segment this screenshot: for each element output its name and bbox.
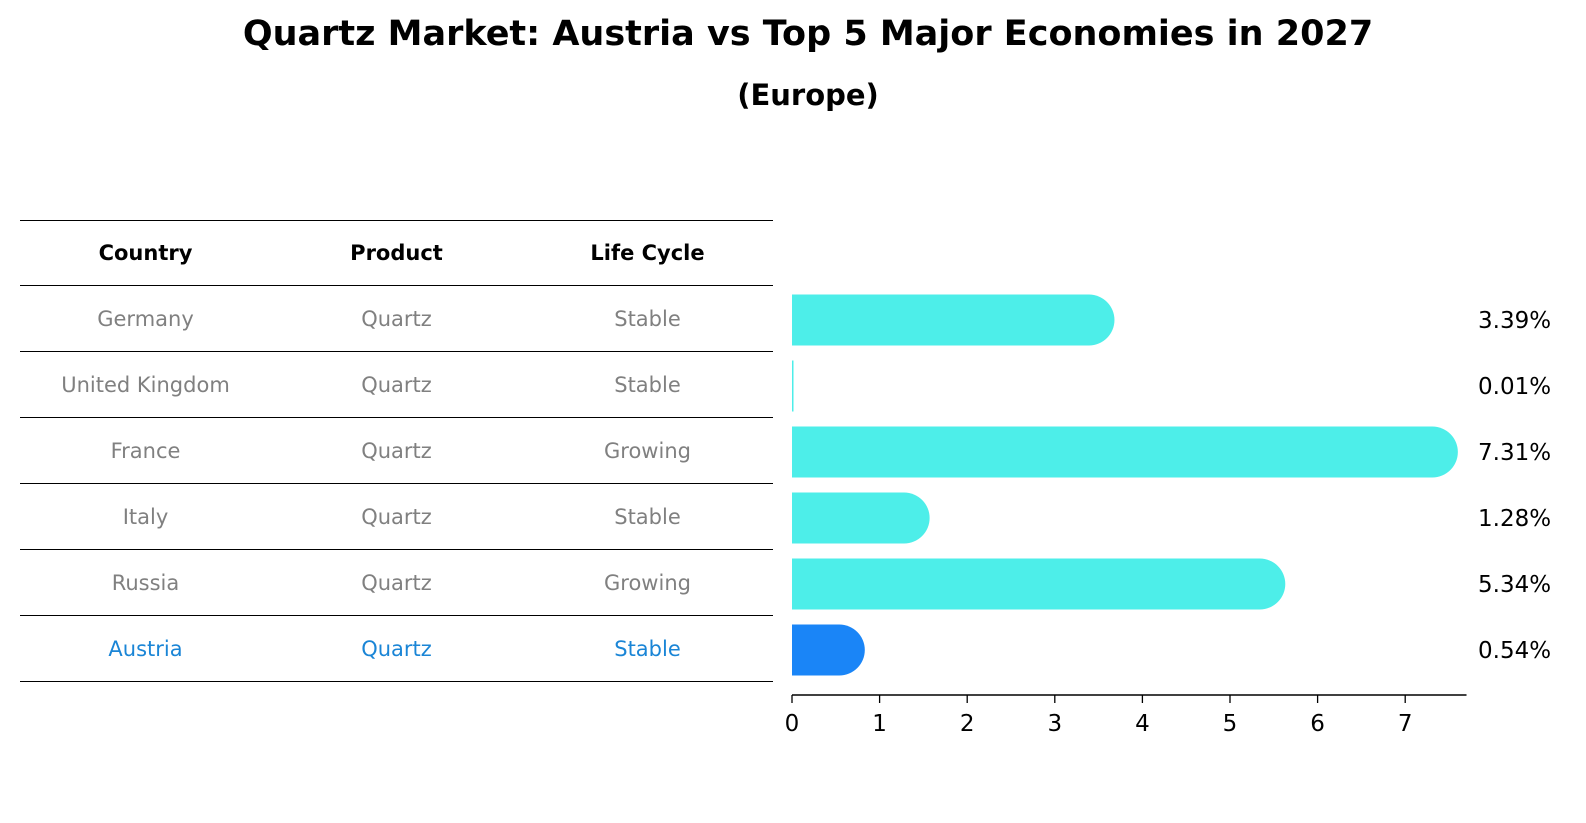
x-tick-label: 1 xyxy=(872,711,887,737)
bar-value-label: 7.31% xyxy=(1478,440,1551,466)
x-tick-label: 0 xyxy=(785,711,800,737)
cell-product: Quartz xyxy=(361,372,432,397)
cell-product: Quartz xyxy=(361,306,432,331)
bar xyxy=(792,624,865,676)
cell-life-cycle: Stable xyxy=(614,372,681,397)
cell-country: Italy xyxy=(122,504,169,529)
table-row: Germany Quartz Stable xyxy=(20,286,773,352)
bar-value-label: 3.39% xyxy=(1478,308,1551,334)
bar xyxy=(792,294,1115,346)
cell-product: Quartz xyxy=(361,636,432,661)
x-tick-label: 2 xyxy=(960,711,975,737)
x-tick-label: 6 xyxy=(1310,711,1325,737)
cell-country: France xyxy=(110,438,181,463)
cell-country: United Kingdom xyxy=(61,372,230,397)
cell-country: Austria xyxy=(108,636,183,661)
cell-life-cycle: Stable xyxy=(614,636,681,661)
bar xyxy=(791,426,1458,478)
cell-life-cycle: Growing xyxy=(604,438,691,463)
table-header-row: Country Product Life Cycle xyxy=(20,220,773,286)
chart-subtitle: (Europe) xyxy=(737,78,879,112)
x-tick-label: 4 xyxy=(1135,711,1150,737)
cell-life-cycle: Growing xyxy=(604,570,691,595)
header-product: Product xyxy=(350,241,443,265)
cell-product: Quartz xyxy=(361,504,432,529)
table-row: Russia Quartz Growing xyxy=(20,550,773,616)
cell-product: Quartz xyxy=(361,570,432,595)
bar xyxy=(792,360,794,412)
bar-value-label: 5.34% xyxy=(1478,572,1551,598)
x-tick-label: 3 xyxy=(1047,711,1062,737)
cell-country: Germany xyxy=(97,306,194,331)
bar-value-label: 0.01% xyxy=(1478,374,1551,400)
cell-product: Quartz xyxy=(361,438,432,463)
bar xyxy=(791,558,1286,610)
table-row-highlighted: Austria Quartz Stable xyxy=(20,616,773,682)
bar-value-label: 0.54% xyxy=(1478,638,1551,664)
cell-country: Russia xyxy=(111,570,180,595)
bar-value-label: 1.28% xyxy=(1478,506,1551,532)
x-tick-label: 7 xyxy=(1398,711,1413,737)
x-tick-label: 5 xyxy=(1223,711,1238,737)
header-country: Country xyxy=(98,241,193,265)
cell-life-cycle: Stable xyxy=(614,306,681,331)
header-life-cycle: Life Cycle xyxy=(590,241,705,265)
table-row: Italy Quartz Stable xyxy=(20,484,773,550)
chart-title: Quartz Market: Austria vs Top 5 Major Ec… xyxy=(242,14,1374,54)
cell-life-cycle: Stable xyxy=(614,504,681,529)
table-row: United Kingdom Quartz Stable xyxy=(20,352,773,418)
data-table: Country Product Life Cycle Germany Quart… xyxy=(20,220,773,682)
table-row: France Quartz Growing xyxy=(20,418,773,484)
bar xyxy=(792,492,930,544)
